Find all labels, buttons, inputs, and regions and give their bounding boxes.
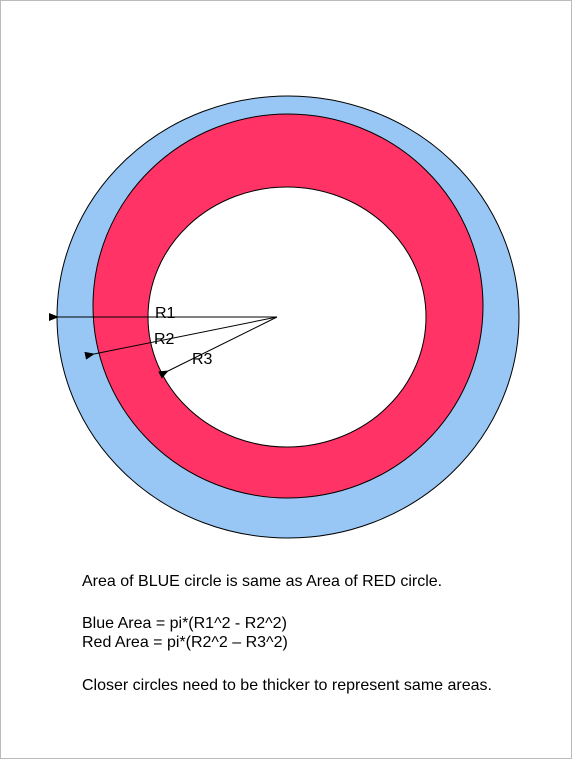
radius-label: R2 — [154, 331, 175, 348]
conclusion: Closer circles need to be thicker to rep… — [82, 677, 492, 694]
radius-arrow — [158, 316, 278, 379]
radius-label: R3 — [192, 351, 213, 368]
formula: Red Area = pi*(R2^2 – R3^2) — [82, 634, 288, 651]
radius-label: R1 — [155, 305, 176, 322]
formula: Blue Area = pi*(R1^2 - R2^2) — [82, 615, 287, 632]
statement: Area of BLUE circle is same as Area of R… — [82, 573, 442, 590]
radius-arrow — [84, 316, 278, 360]
